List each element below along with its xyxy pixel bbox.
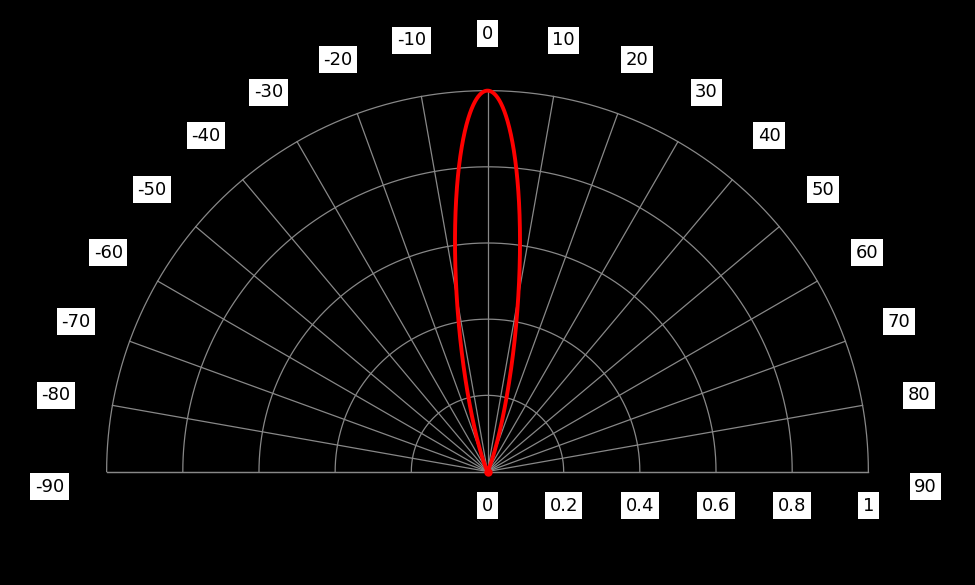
- Text: -10: -10: [397, 31, 426, 49]
- Text: -30: -30: [254, 83, 283, 101]
- Text: -60: -60: [94, 243, 123, 261]
- Text: -70: -70: [61, 313, 91, 331]
- Text: 0.4: 0.4: [626, 497, 654, 515]
- Text: 70: 70: [887, 313, 911, 331]
- Text: -90: -90: [35, 478, 64, 495]
- Text: 60: 60: [855, 243, 878, 261]
- Text: 80: 80: [908, 387, 930, 404]
- Text: 50: 50: [811, 181, 835, 199]
- Text: 1: 1: [863, 497, 874, 515]
- Text: 30: 30: [695, 83, 718, 101]
- Text: 40: 40: [758, 127, 780, 145]
- Text: -80: -80: [42, 387, 71, 404]
- Text: -20: -20: [323, 51, 352, 69]
- Text: 0.6: 0.6: [702, 497, 730, 515]
- Text: 0.2: 0.2: [550, 497, 578, 515]
- Text: 20: 20: [626, 51, 648, 69]
- Text: -40: -40: [191, 127, 220, 145]
- Text: 10: 10: [552, 31, 575, 49]
- Text: -50: -50: [137, 181, 167, 199]
- Text: 0.8: 0.8: [778, 497, 806, 515]
- Text: 0: 0: [482, 25, 493, 43]
- Text: 90: 90: [915, 478, 937, 495]
- Text: 0: 0: [482, 497, 493, 515]
